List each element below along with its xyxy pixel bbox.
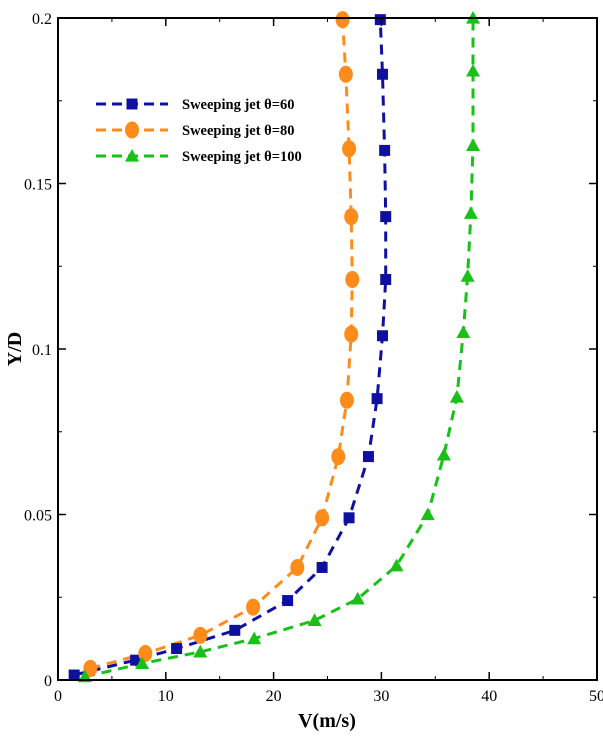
- series-3-point: [436, 447, 451, 461]
- series-2-point: [331, 448, 346, 466]
- series-1-point: [376, 68, 388, 80]
- series-2-point: [83, 659, 98, 677]
- series-3-point: [247, 631, 262, 645]
- series-lines: [73, 18, 475, 679]
- series-1-point: [380, 273, 392, 285]
- series-1-point: [171, 643, 183, 655]
- series-3-point: [456, 325, 471, 339]
- legend: Sweeping jet θ=60 Sweeping jet θ=80 Sweepi…: [96, 97, 302, 165]
- series-2-point: [344, 208, 359, 226]
- series-line-2: [89, 19, 354, 670]
- x-tick-label: 40: [481, 688, 497, 705]
- series-1-point: [316, 561, 328, 573]
- series-3-point: [193, 644, 208, 658]
- legend-marker-3: [125, 149, 139, 162]
- series-1-point: [282, 595, 294, 607]
- x-axis-ticks: 0 10 20 30 40 50: [54, 18, 603, 705]
- series-2-point: [315, 509, 330, 527]
- legend-label-1: Sweeping jet θ=60: [182, 97, 295, 113]
- series-1-point: [379, 144, 391, 156]
- series-1-point: [362, 451, 374, 463]
- y-tick-label: 0.15: [24, 177, 52, 194]
- x-tick-label: 20: [266, 688, 282, 705]
- x-axis-label: V(m/s): [298, 710, 356, 732]
- series-1-point: [376, 330, 388, 342]
- series-3-point: [460, 269, 475, 282]
- series-line-1: [73, 19, 388, 677]
- series-3-point: [449, 389, 464, 403]
- x-tick-label: 50: [589, 688, 603, 705]
- series-2-point: [335, 11, 350, 29]
- series-1-point: [68, 669, 80, 681]
- series-line-3: [84, 18, 475, 679]
- series-3-point: [389, 558, 404, 572]
- plot-frame: [57, 17, 598, 681]
- series-2-point: [342, 140, 357, 158]
- legend-label-3: Sweeping jet θ=100: [182, 149, 302, 165]
- series-2-point: [246, 598, 261, 616]
- series-3-point: [350, 591, 365, 605]
- y-axis-label: Y/D: [4, 332, 26, 366]
- y-tick-label: 0: [44, 673, 52, 690]
- legend-label-2: Sweeping jet θ=80: [182, 123, 295, 139]
- series-3-point: [463, 206, 478, 219]
- y-tick-label: 0.1: [32, 342, 52, 359]
- series-2-point: [338, 65, 353, 83]
- y-axis-ticks: 0 0.05 0.1 0.15 0.2: [24, 11, 597, 690]
- series-3-point: [135, 656, 150, 670]
- series-1-point: [130, 654, 142, 666]
- series-2-point: [193, 626, 208, 644]
- series-1-point: [374, 14, 386, 26]
- series-3-point: [307, 613, 322, 627]
- series-2-point: [345, 270, 360, 288]
- series-2-point: [290, 558, 305, 576]
- x-tick-label: 10: [158, 688, 174, 705]
- series-3-point: [466, 63, 481, 77]
- series-1-point: [343, 512, 355, 524]
- x-tick-label: 30: [373, 688, 389, 705]
- y-tick-label: 0.2: [32, 11, 52, 28]
- legend-marker-1: [126, 98, 138, 110]
- series-1-point: [380, 211, 392, 223]
- series-2-point: [344, 325, 359, 343]
- legend-marker-2: [125, 121, 139, 139]
- series-3-point: [466, 138, 481, 152]
- series-3-point: [420, 507, 435, 521]
- y-tick-label: 0.05: [24, 508, 52, 525]
- series-markers: [68, 11, 481, 683]
- series-1-point: [229, 624, 241, 636]
- series-2-point: [339, 391, 354, 409]
- x-tick-label: 0: [54, 688, 62, 705]
- series-1-point: [371, 393, 383, 405]
